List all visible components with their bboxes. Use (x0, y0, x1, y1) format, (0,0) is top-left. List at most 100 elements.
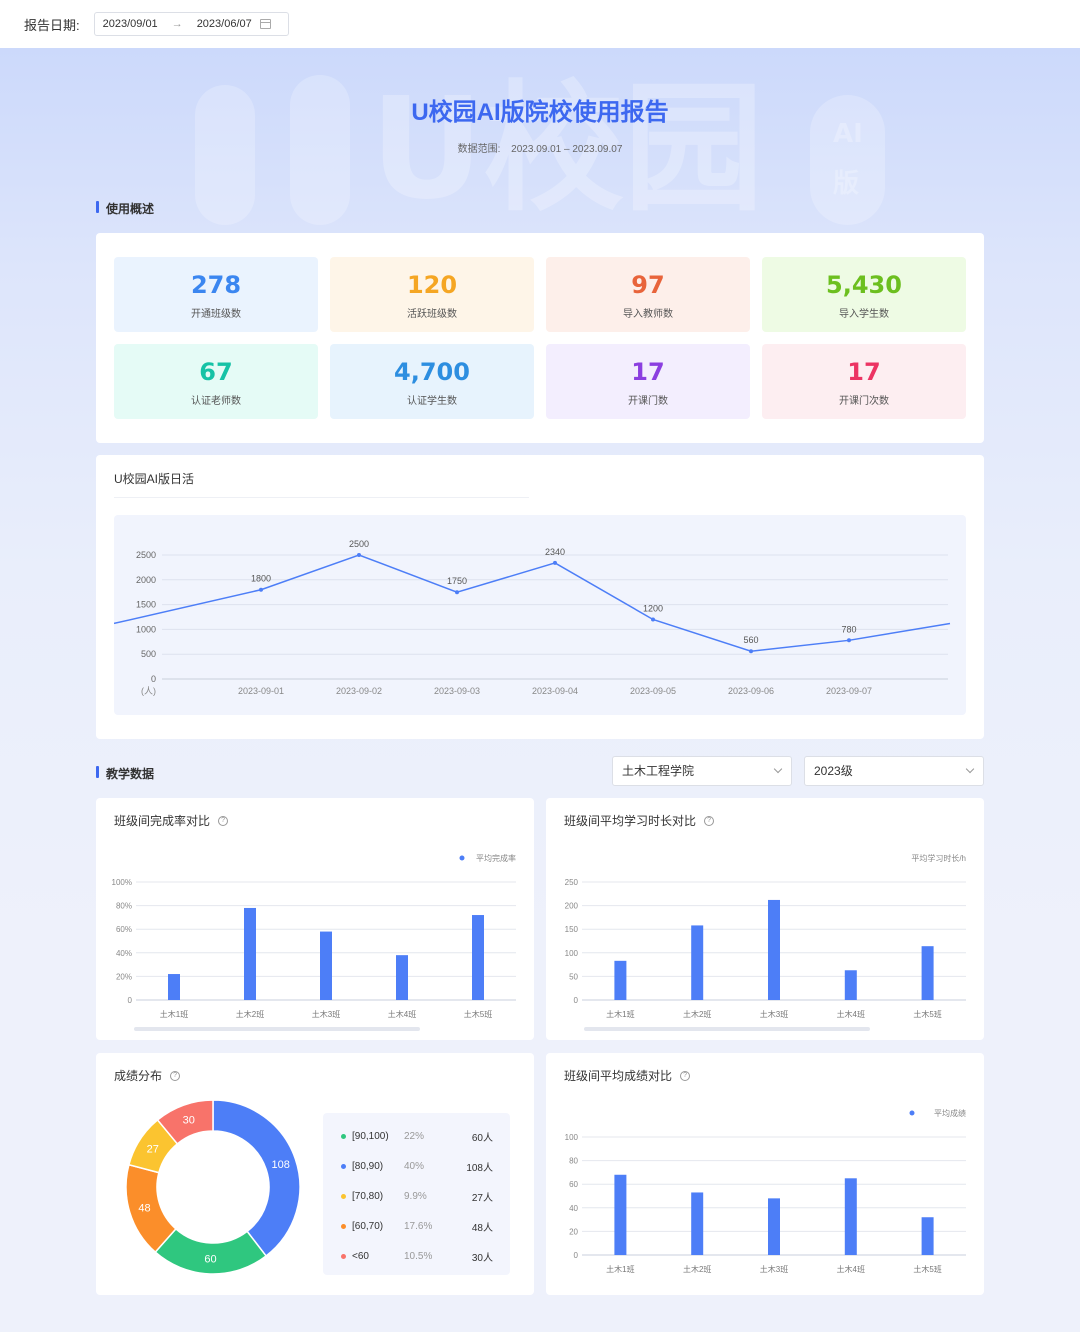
help-icon[interactable]: ? (704, 815, 715, 826)
data-point (553, 560, 557, 565)
x-tick-label: 土木2班 (683, 1264, 711, 1274)
grade-select-value: 2023级 (814, 764, 853, 778)
stat-label: 导入学生数 (839, 309, 889, 320)
slice-label: 60 (204, 1253, 216, 1265)
y-tick-label: 60 (569, 1180, 578, 1189)
stat-value: 278 (190, 271, 242, 299)
duration-bar-chart: 0 50 100 150 200 250 平均学习时长/h 土木1班 土木2班 土木3班 土木4班 土… (565, 853, 966, 1031)
stat-tile: 278 开通班级数 (114, 257, 318, 332)
date-filter-label: 报告日期: (24, 17, 80, 33)
calendar-icon[interactable] (259, 19, 271, 29)
end-date: 2023/06/07 (196, 18, 252, 30)
data-point (259, 587, 263, 592)
college-select-value: 土木工程学院 (622, 764, 695, 778)
score-donut-chart: 108 60 48 27 30 (125, 1099, 301, 1275)
data-label: 560 (743, 635, 758, 645)
stat-tile: 17 开课门次数 (762, 344, 966, 419)
x-tick-label: 土木1班 (606, 1264, 634, 1274)
bar (614, 960, 627, 1000)
data-point (455, 590, 459, 595)
bar (472, 915, 484, 1000)
date-range-picker[interactable]: 2023/09/01 → 2023/06/07 (93, 12, 289, 36)
y-tick-label: 500 (141, 649, 156, 659)
teaching-section-title: 教学数据 (96, 765, 154, 782)
watermark-badge-ai: AI (833, 119, 863, 149)
daily-active-plot-area: 0 500 1000 1500 2000 2500 (人) 2023-09-01 2023-09… (113, 515, 966, 715)
legend-count: 30人 (471, 1253, 493, 1264)
slice-label: 48 (138, 1203, 150, 1215)
donut-slice (156, 1099, 214, 1145)
distribution-title-text: 成绩分布 (114, 1069, 163, 1083)
y-tick-label: 2500 (136, 550, 156, 560)
data-point (749, 649, 753, 654)
stat-tile: 67 认证老师数 (114, 344, 318, 419)
help-icon[interactable]: ? (680, 1070, 691, 1081)
range-arrow-icon: → (171, 18, 183, 30)
data-point (847, 638, 851, 643)
title-divider (114, 497, 529, 498)
stat-value: 67 (199, 358, 233, 386)
stat-value: 120 (406, 271, 458, 299)
bar (921, 946, 934, 1000)
x-tick-label: 2023-09-02 (336, 686, 382, 696)
legend-label: 平均完成率 (476, 853, 516, 863)
stat-value: 5,430 (826, 271, 902, 299)
legend-dot (341, 1134, 346, 1139)
y-tick-label: 40% (116, 949, 132, 958)
stat-tile: 4,700 认证学生数 (330, 344, 534, 419)
y-tick-label: 250 (565, 878, 579, 887)
x-tick-label: 2023-09-06 (728, 686, 774, 696)
x-tick-label: 土木1班 (606, 1009, 634, 1019)
stat-value: 17 (631, 358, 665, 386)
bar (691, 925, 704, 1000)
stat-label: 活跃班级数 (407, 309, 457, 320)
data-label: 1800 (251, 574, 271, 584)
data-label: 2340 (545, 547, 565, 557)
bar (844, 970, 857, 1000)
x-tick-label: 2023-09-04 (532, 686, 578, 696)
legend-percent: 9.9% (404, 1191, 427, 1202)
legend-row: [60,70) 17.6% 48人 (341, 1219, 493, 1234)
legend-range: [70,80) (352, 1191, 384, 1202)
data-label: 2500 (349, 539, 369, 549)
slice-label: 30 (183, 1115, 195, 1127)
bar (244, 907, 256, 1000)
x-tick-label: 土木4班 (837, 1264, 865, 1274)
help-icon[interactable]: ? (218, 815, 229, 826)
x-tick-label: 2023-09-03 (434, 686, 480, 696)
stat-label: 认证学生数 (407, 396, 457, 407)
report-range: 数据范围: 2023.09.01 – 2023.09.07 (0, 140, 1080, 155)
legend-row: [70,80) 9.9% 27人 (341, 1189, 493, 1204)
college-select[interactable]: 土木工程学院 (612, 756, 792, 786)
horizontal-scrollbar[interactable] (134, 1027, 420, 1031)
y-tick-label: 150 (565, 925, 579, 934)
stat-tile: 120 活跃班级数 (330, 257, 534, 332)
score-legend: [90,100) 22% 60人 [80,90) 40% 108人 [70,80) 9.9% 2… (323, 1113, 510, 1275)
daily-active-title: U校园AI版日活 (114, 472, 195, 486)
y-tick-label: 1500 (136, 600, 156, 610)
legend-count: 48人 (471, 1223, 493, 1234)
distribution-card: 成绩分布? 108 60 48 27 30 [90,100) 22% 60人 [80,90) 4… (96, 1053, 534, 1295)
y-unit-label: (人) (141, 686, 156, 696)
legend-range: [60,70) (352, 1221, 384, 1232)
stat-tile: 17 开课门数 (546, 344, 750, 419)
y-tick-label: 0 (128, 996, 133, 1005)
legend-row: [80,90) 40% 108人 (341, 1159, 493, 1174)
data-label: 780 (841, 624, 856, 634)
horizontal-scrollbar[interactable] (584, 1027, 870, 1031)
data-label: 1200 (643, 603, 663, 613)
legend-dot (341, 1224, 346, 1229)
duration-title: 班级间平均学习时长对比? (564, 812, 715, 829)
bar (921, 1217, 934, 1255)
legend-dot (341, 1164, 346, 1169)
x-tick-label: 土木3班 (760, 1009, 788, 1019)
completion-title-text: 班级间完成率对比 (114, 814, 211, 828)
help-icon[interactable]: ? (170, 1070, 181, 1081)
x-tick-label: 土木4班 (837, 1009, 865, 1019)
bar (768, 899, 780, 1000)
x-tick-label: 土木2班 (683, 1009, 711, 1019)
grade-select[interactable]: 2023级 (804, 756, 984, 786)
legend-range: [80,90) (352, 1161, 384, 1172)
